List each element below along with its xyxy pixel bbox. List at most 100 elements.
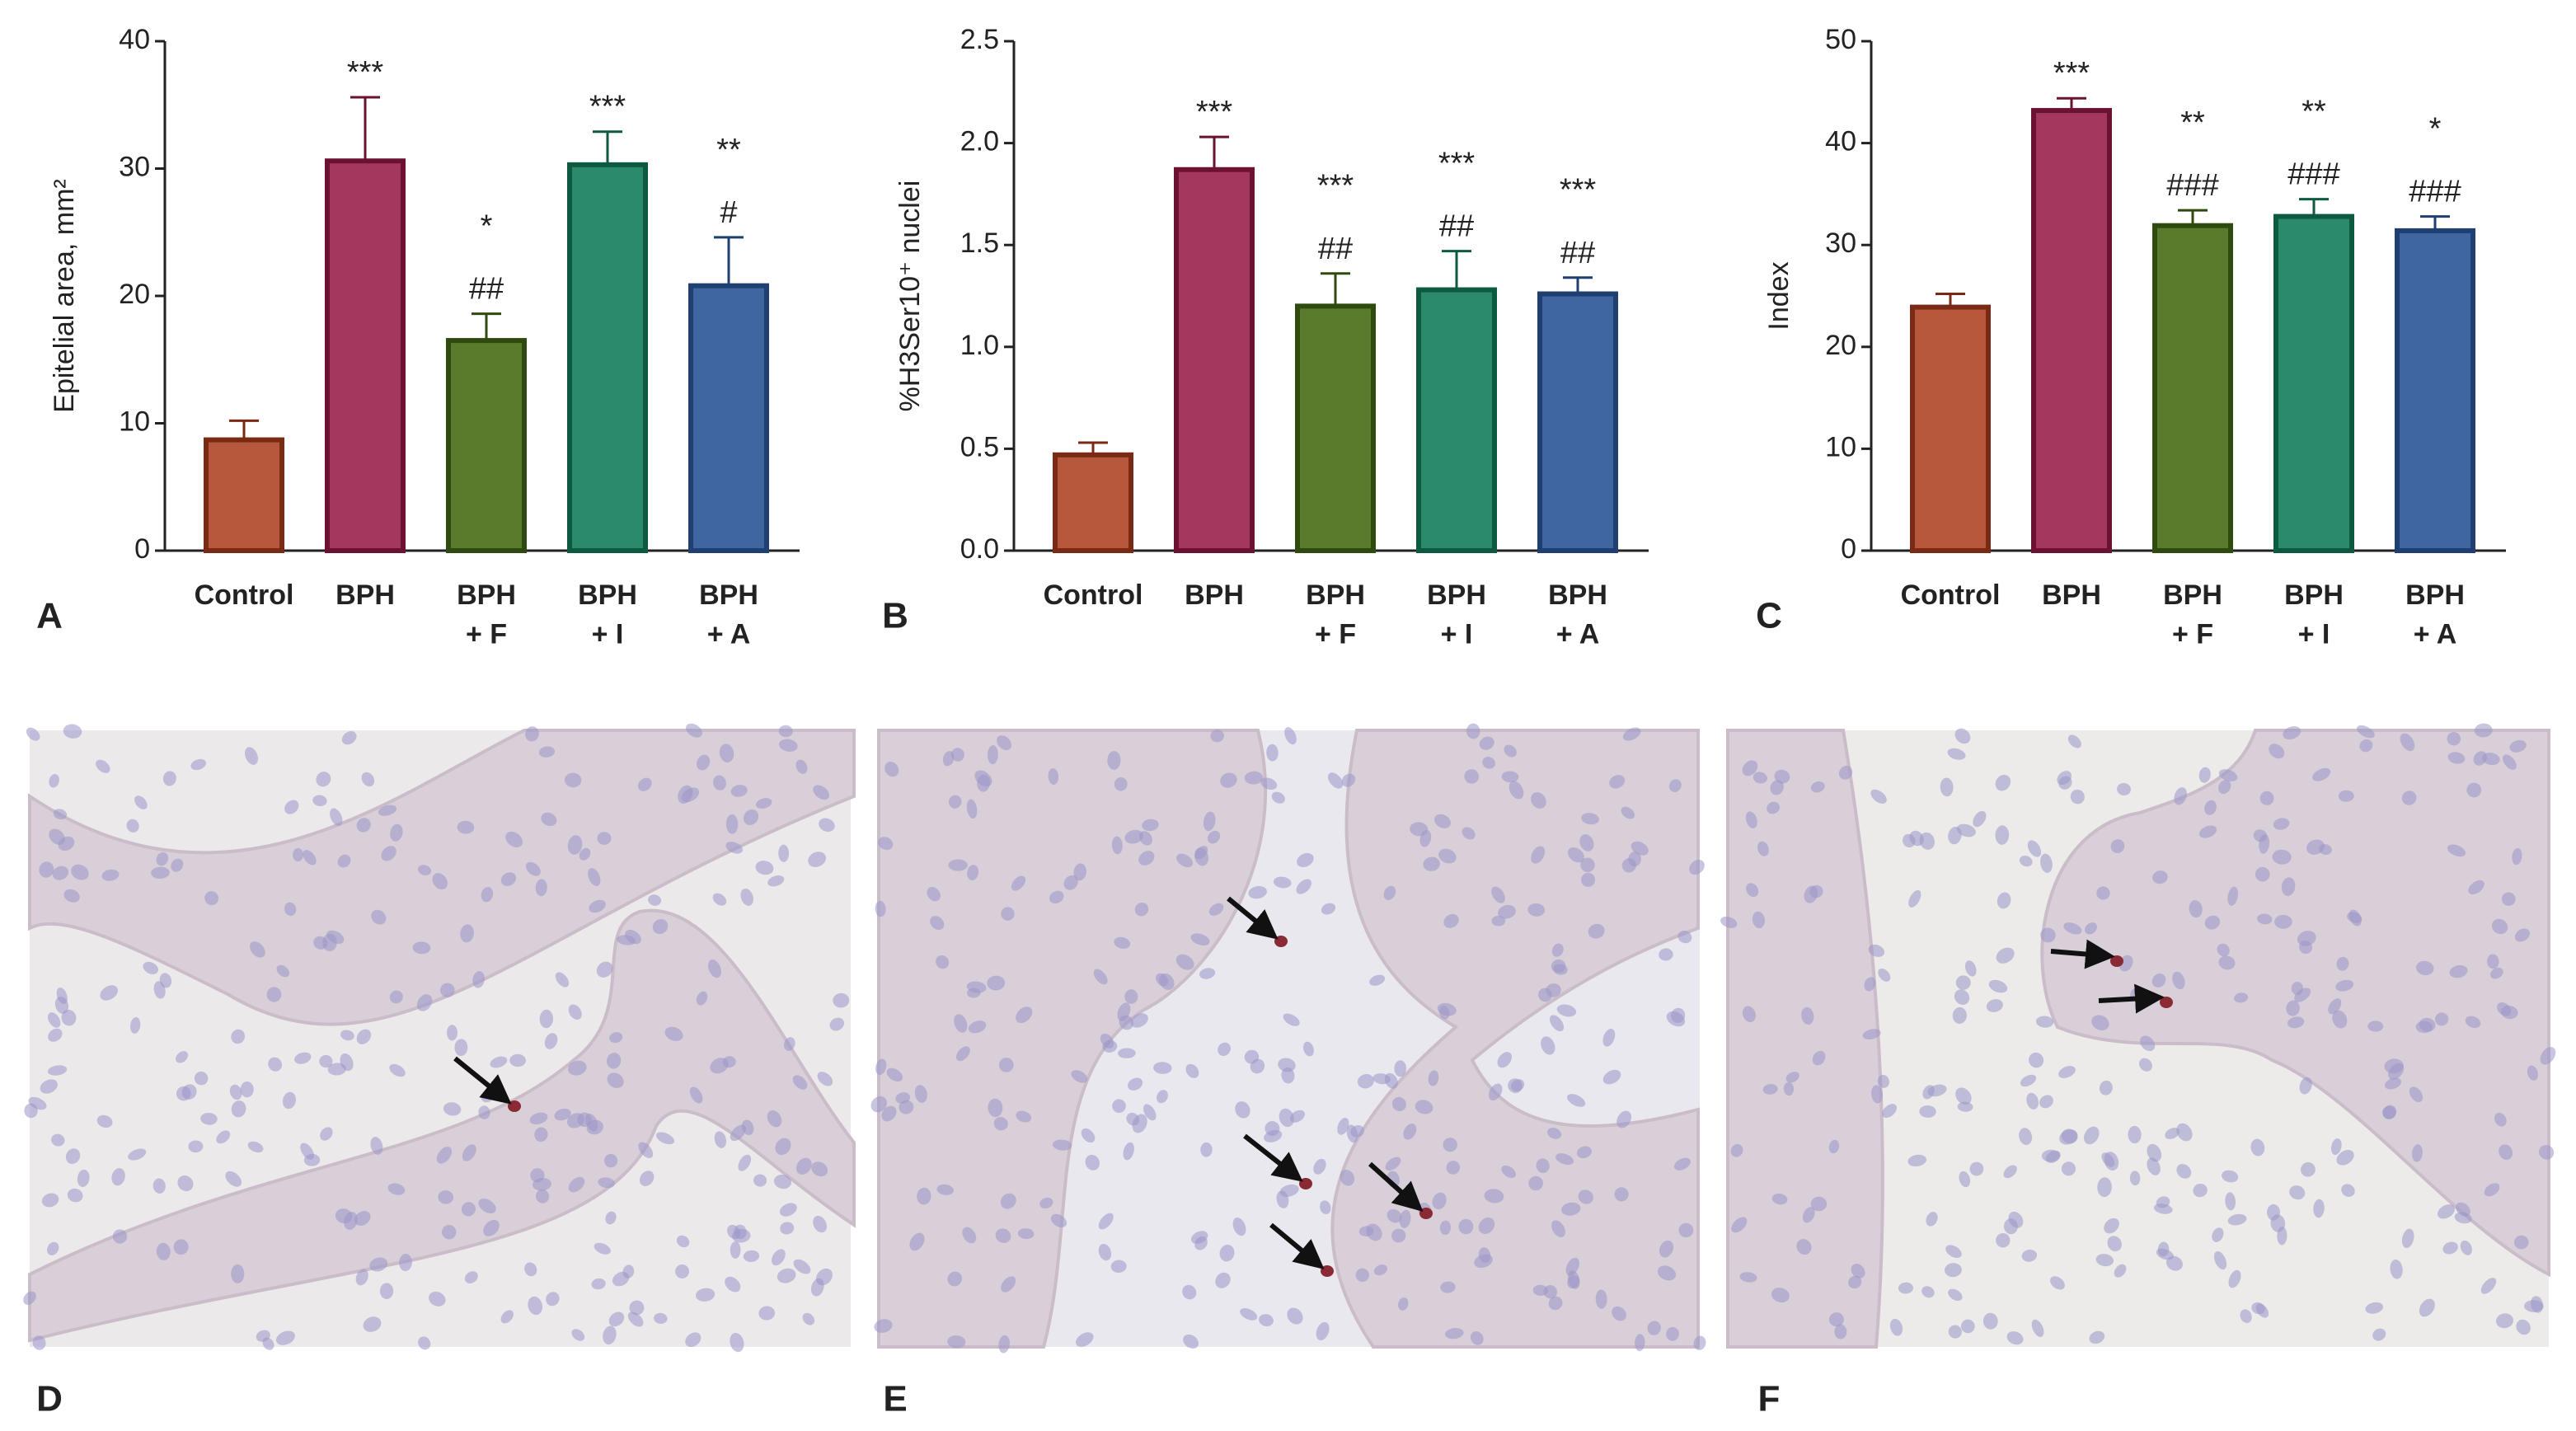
- nucleus: [2204, 915, 2221, 930]
- nucleus: [2273, 818, 2290, 830]
- nucleus: [2447, 844, 2466, 857]
- nucleus: [381, 846, 396, 861]
- nucleus: [1289, 1110, 1305, 1123]
- nucleus: [1337, 1117, 1349, 1135]
- nucleus: [1439, 1006, 1450, 1020]
- nucleus: [1757, 841, 1769, 856]
- nucleus: [225, 1171, 242, 1187]
- nucleus: [740, 888, 753, 906]
- nucleus: [1580, 872, 1596, 887]
- nucleus: [2401, 791, 2417, 805]
- nucleus: [1287, 1307, 1303, 1325]
- nucleus: [1996, 1233, 2011, 1248]
- nucleus: [1050, 1213, 1067, 1228]
- nucleus: [316, 772, 331, 787]
- nucleus: [461, 1202, 476, 1217]
- nucleus: [987, 975, 1006, 991]
- nucleus: [2257, 913, 2273, 925]
- nucleus: [710, 1058, 729, 1074]
- arrow: [1269, 1222, 1325, 1269]
- nucleus: [77, 1169, 90, 1188]
- nucleus: [795, 759, 808, 774]
- nucleus: [363, 1316, 382, 1332]
- nucleus: [2449, 964, 2468, 978]
- nucleus: [1357, 1073, 1374, 1089]
- nucleus: [534, 1127, 548, 1142]
- nucleus: [2006, 1331, 2024, 1345]
- nucleus: [819, 818, 835, 833]
- nucleus: [1871, 1085, 1883, 1104]
- y-axis-label: Index: [1763, 261, 1795, 330]
- nucleus: [1279, 1108, 1294, 1128]
- nucleus: [995, 1228, 1011, 1243]
- nucleus: [948, 859, 968, 871]
- nucleus: [1182, 1284, 1197, 1300]
- nucleus: [1742, 760, 1758, 776]
- nucleus: [1609, 775, 1626, 789]
- nucleus: [51, 1133, 65, 1147]
- nucleus: [2138, 1058, 2152, 1072]
- stained-nucleus: [1274, 936, 1288, 947]
- significance: ###: [2409, 175, 2461, 209]
- x-tick-label: Control: [195, 579, 294, 611]
- micrograph: [870, 723, 1706, 1354]
- nucleus: [2516, 1319, 2531, 1335]
- nucleus: [1746, 883, 1759, 898]
- tissue: [1330, 729, 1700, 1349]
- nucleus: [247, 1141, 264, 1153]
- nucleus: [779, 1203, 797, 1217]
- nucleus: [2401, 1228, 2414, 1248]
- nucleus: [1194, 847, 1208, 866]
- nucleus: [608, 1311, 625, 1327]
- nucleus: [1908, 889, 1921, 908]
- nucleus: [2031, 1319, 2044, 1337]
- nucleus: [1391, 1228, 1406, 1243]
- nucleus: [355, 1269, 368, 1286]
- nucleus: [1482, 757, 1495, 769]
- nucleus: [505, 831, 523, 847]
- nucleus: [417, 865, 432, 875]
- nucleus: [1462, 827, 1476, 840]
- nucleus: [53, 809, 68, 820]
- nucleus: [2336, 1150, 2354, 1166]
- bar: [1174, 167, 1255, 553]
- nucleus: [1327, 772, 1344, 789]
- nucleus: [1567, 1274, 1579, 1289]
- nucleus: [1391, 1096, 1406, 1112]
- nucleus: [23, 1291, 36, 1305]
- nucleus: [1801, 1006, 1814, 1025]
- micrograph: [1720, 723, 2556, 1349]
- nucleus: [1595, 1289, 1607, 1309]
- nucleus: [1666, 1326, 1679, 1341]
- nucleus: [1098, 1243, 1112, 1261]
- nucleus: [571, 1329, 585, 1341]
- nucleus: [1810, 1196, 1828, 1212]
- nucleus: [1302, 1041, 1314, 1057]
- nucleus: [524, 1262, 537, 1277]
- nucleus: [2204, 800, 2217, 815]
- nucleus: [1628, 852, 1641, 867]
- significance: ***: [2053, 56, 2090, 91]
- bar: [2395, 228, 2475, 553]
- nucleus: [1383, 885, 1396, 900]
- nucleus: [344, 1212, 358, 1231]
- nucleus: [1614, 1187, 1629, 1202]
- nucleus: [2416, 960, 2434, 976]
- nucleus: [2225, 1192, 2236, 1211]
- nucleus: [755, 798, 772, 809]
- nucleus: [1753, 772, 1767, 784]
- nucleus: [1622, 727, 1641, 741]
- nucleus: [813, 785, 830, 800]
- nucleus: [2365, 1302, 2384, 1314]
- nucleus: [988, 1098, 1003, 1118]
- nucleus: [2286, 1000, 2300, 1016]
- nucleus: [2313, 1199, 2325, 1218]
- nucleus: [2176, 1164, 2192, 1179]
- nucleus: [2514, 928, 2531, 942]
- nucleus: [909, 1232, 925, 1251]
- bar: [2273, 213, 2354, 553]
- nucleus: [2437, 1204, 2455, 1219]
- nucleus: [758, 1306, 776, 1321]
